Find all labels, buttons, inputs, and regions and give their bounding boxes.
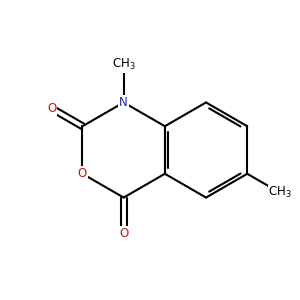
Text: O: O [78,167,87,180]
Text: N: N [119,96,128,109]
Text: O: O [119,227,128,240]
Text: CH$_3$: CH$_3$ [112,57,136,72]
Text: CH$_3$: CH$_3$ [268,185,292,200]
Text: O: O [47,102,56,115]
